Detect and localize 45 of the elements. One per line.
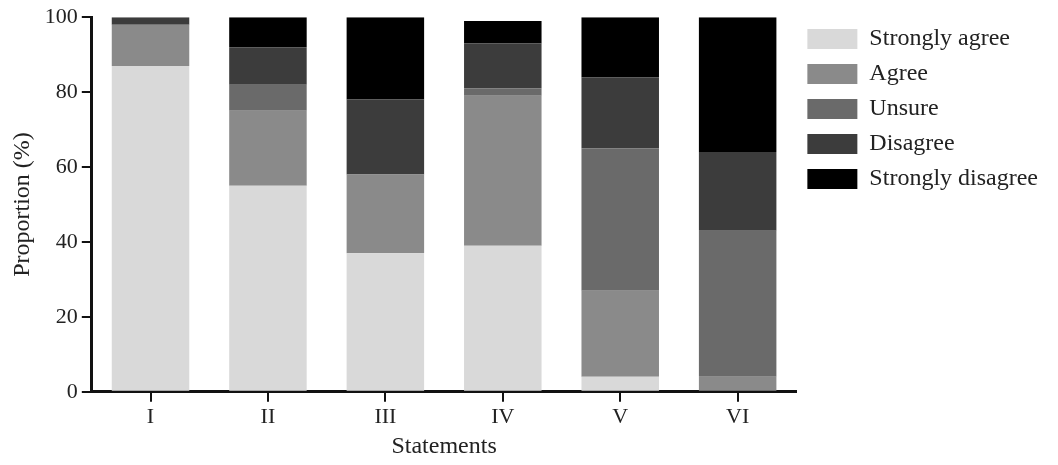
bar — [464, 20, 542, 44]
y-tick-label: 20 — [55, 302, 78, 328]
y-tick-label: 80 — [55, 77, 78, 103]
y-tick-label: 60 — [55, 152, 78, 178]
legend-label: Agree — [869, 59, 929, 86]
bar — [464, 95, 542, 246]
bar — [581, 290, 659, 377]
bar — [464, 43, 542, 89]
y-tick-label: 40 — [55, 227, 78, 253]
bar — [581, 376, 659, 391]
y-tick-label: 100 — [44, 2, 78, 28]
bar — [229, 47, 307, 85]
legend-label: Disagree — [869, 129, 955, 156]
bar — [111, 17, 190, 25]
legend-label: Unsure — [869, 94, 939, 121]
bar — [581, 148, 659, 291]
bar — [346, 17, 425, 100]
x-tick-label: VI — [726, 402, 750, 428]
bar — [581, 77, 659, 149]
bar — [229, 110, 307, 186]
bar — [229, 84, 307, 111]
bar — [111, 65, 190, 391]
bar — [229, 185, 307, 391]
bar — [464, 88, 542, 96]
y-tick-label: 0 — [66, 377, 78, 403]
legend-label: Strongly agree — [869, 24, 1010, 51]
bar — [581, 17, 659, 78]
bar — [229, 17, 307, 48]
bar — [111, 24, 190, 66]
bar — [698, 376, 777, 391]
bar — [346, 174, 425, 254]
bar — [698, 230, 777, 377]
bar — [698, 17, 777, 153]
bar — [346, 253, 425, 391]
x-tick-label: I — [146, 402, 155, 428]
x-tick-label: IV — [491, 402, 515, 428]
legend-label: Strongly disagree — [869, 164, 1039, 191]
x-tick-label: III — [374, 402, 397, 428]
x-tick-label: II — [260, 402, 276, 428]
bar — [464, 245, 542, 391]
y-axis-title: Proportion (%) — [7, 132, 34, 277]
x-tick-label: V — [612, 402, 629, 428]
bar — [346, 99, 425, 175]
x-axis-title: Statements — [391, 431, 497, 458]
bar — [698, 152, 777, 231]
